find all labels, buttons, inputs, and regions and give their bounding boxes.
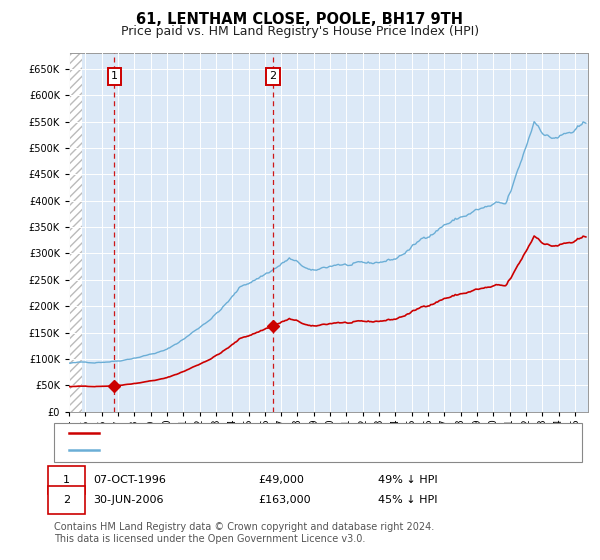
Text: 07-OCT-1996: 07-OCT-1996	[93, 475, 166, 485]
Text: 61, LENTHAM CLOSE, POOLE, BH17 9TH: 61, LENTHAM CLOSE, POOLE, BH17 9TH	[137, 12, 464, 27]
Text: 2: 2	[63, 494, 70, 505]
Text: Price paid vs. HM Land Registry's House Price Index (HPI): Price paid vs. HM Land Registry's House …	[121, 25, 479, 38]
Text: HPI: Average price, detached house, Bournemouth Christchurch and Poole: HPI: Average price, detached house, Bour…	[105, 445, 520, 455]
Text: 2: 2	[269, 72, 277, 82]
Text: 45% ↓ HPI: 45% ↓ HPI	[378, 494, 437, 505]
Text: 61, LENTHAM CLOSE, POOLE, BH17 9TH (detached house): 61, LENTHAM CLOSE, POOLE, BH17 9TH (deta…	[105, 428, 429, 438]
Text: £49,000: £49,000	[258, 475, 304, 485]
Text: 30-JUN-2006: 30-JUN-2006	[93, 494, 163, 505]
Text: 49% ↓ HPI: 49% ↓ HPI	[378, 475, 437, 485]
Text: Contains HM Land Registry data © Crown copyright and database right 2024.
This d: Contains HM Land Registry data © Crown c…	[54, 522, 434, 544]
Text: 1: 1	[111, 72, 118, 82]
Text: £163,000: £163,000	[258, 494, 311, 505]
Text: 1: 1	[63, 475, 70, 485]
